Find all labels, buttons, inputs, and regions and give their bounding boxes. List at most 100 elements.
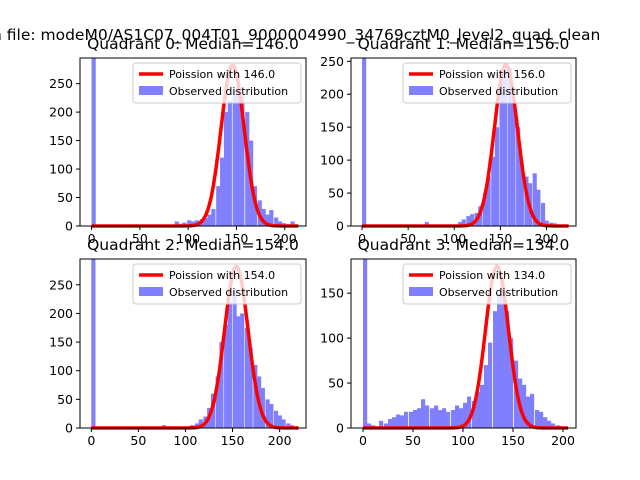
histogram-bar	[224, 324, 229, 428]
legend-observed-label: Observed distribution	[169, 286, 288, 299]
histogram-bar	[191, 221, 196, 226]
quadrant-3-chart: Quadrant 3: Median=134.0 0 50 100 150 200 0 50 1…	[320, 236, 577, 448]
histogram-bar	[211, 208, 216, 226]
histogram-bar	[459, 408, 464, 428]
histogram-bar	[532, 173, 537, 226]
histogram-bar	[543, 417, 548, 428]
histogram-bar	[277, 415, 282, 428]
histogram-bar	[505, 311, 510, 428]
legend-frame	[402, 263, 572, 305]
histogram-bar	[227, 100, 232, 226]
histogram-bar	[409, 411, 414, 428]
histogram-bar	[236, 83, 241, 226]
histogram-bar	[260, 387, 265, 428]
histogram-bar	[421, 399, 426, 428]
quadrant-3-title: Quadrant 3: Median=134.0	[358, 236, 570, 254]
histogram-bar	[203, 218, 208, 226]
axes-frame	[79, 57, 307, 227]
histogram-bar	[482, 193, 488, 226]
histogram-bar	[425, 405, 430, 428]
histogram-bar	[511, 100, 516, 226]
histogram-bar	[434, 405, 439, 428]
x-tick-label: 50	[130, 433, 146, 448]
histogram-bar	[198, 419, 203, 428]
histogram-bar	[207, 214, 212, 226]
histogram-bar	[413, 410, 418, 428]
histogram-bar	[544, 220, 549, 226]
histogram-bar	[503, 64, 508, 227]
histogram-bar	[245, 112, 250, 226]
histogram-bar	[551, 423, 556, 428]
histogram-bar	[277, 221, 283, 226]
histogram-bar	[269, 210, 274, 226]
y-tick-label: 200	[49, 105, 73, 120]
y-tick-label: 0	[336, 421, 344, 436]
x-tick-label: 0	[87, 433, 95, 448]
x-tick-label: 200	[551, 433, 575, 448]
histogram-bar	[91, 58, 96, 226]
y-tick-label: 200	[320, 87, 344, 102]
x-tick-label: 0	[88, 231, 96, 246]
histogram-bar	[486, 176, 491, 226]
histogram-bar	[466, 216, 471, 226]
histogram-bar	[220, 157, 225, 226]
histogram-bar	[253, 364, 258, 428]
histogram-bar	[467, 396, 472, 428]
quadrant-2-title: Quadrant 2: Median=154.0	[87, 236, 299, 254]
legend-fit-label: Poission with 146.0	[169, 68, 275, 81]
histogram-bar	[535, 410, 540, 428]
y-tick-label: 50	[328, 376, 344, 391]
x-tick-label: 100	[451, 433, 475, 448]
legend-observed-swatch	[409, 287, 433, 296]
histogram-bar	[367, 423, 372, 428]
x-tick-label: 200	[273, 231, 297, 246]
histogram-bar	[265, 399, 270, 428]
legend-fit-label: Poission with 156.0	[439, 68, 545, 81]
x-tick-label: 0	[359, 433, 367, 448]
legend-observed-label: Observed distribution	[439, 85, 558, 98]
legend: Poission with 154.0 Observed distribution	[132, 263, 302, 305]
histogram-bar	[536, 189, 541, 226]
histogram-bar	[424, 222, 429, 226]
x-tick-label: 100	[176, 231, 200, 246]
histogram-bar	[430, 408, 435, 428]
histogram-bar	[286, 423, 291, 428]
histogram-bar	[236, 316, 241, 428]
histogram-bar	[232, 89, 237, 226]
histogram-bar	[457, 222, 463, 226]
x-tick-label: 150	[501, 433, 525, 448]
histogram-bar	[248, 347, 253, 428]
histogram-bar	[438, 410, 443, 428]
y-tick-label: 50	[328, 186, 344, 201]
legend-fit-label: Poission with 154.0	[169, 269, 275, 282]
histogram-bar	[91, 259, 96, 428]
histogram-bar	[491, 156, 496, 226]
histogram-bar	[227, 301, 232, 428]
quadrant-1-chart: Quadrant 1: Median=156.0 0 50 100 150 200 0 50 1…	[320, 35, 577, 246]
y-tick-label: 150	[49, 133, 73, 148]
histogram-bar	[509, 338, 514, 428]
histogram-bar	[281, 419, 286, 428]
histogram-bar	[265, 214, 270, 226]
histogram-bar	[392, 417, 397, 428]
y-tick-label: 250	[320, 54, 344, 69]
x-tick-label: 0	[358, 231, 366, 246]
histogram-bar	[501, 288, 506, 428]
legend-frame	[132, 263, 302, 305]
histogram-bar	[219, 342, 224, 428]
histogram-bar	[455, 405, 460, 428]
y-tick-label: 200	[49, 306, 73, 321]
legend-observed-swatch	[139, 86, 163, 95]
histogram-bar	[461, 219, 466, 226]
histogram-bar	[240, 95, 245, 226]
x-tick-label: 150	[488, 231, 512, 246]
legend-observed-label: Observed distribution	[439, 286, 558, 299]
histogram-bar	[404, 411, 409, 428]
y-tick-label: 100	[320, 153, 344, 168]
histogram-bar	[446, 411, 451, 428]
legend: Poission with 156.0 Observed distribution	[402, 62, 572, 104]
histogram-bar	[488, 342, 493, 428]
histogram-bar	[442, 408, 447, 428]
x-tick-label: 50	[405, 433, 421, 448]
